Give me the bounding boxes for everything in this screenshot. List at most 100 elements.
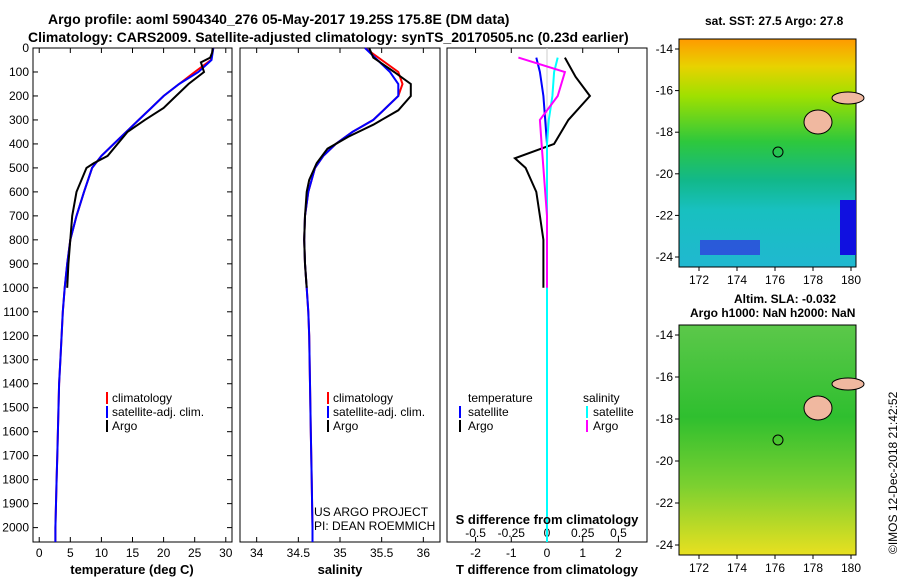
sst-map-cold-patch — [840, 200, 856, 255]
legend-label-satellite: satellite-adj. clim. — [333, 405, 425, 419]
sla-map-title-1: Altim. SLA: -0.032 — [734, 292, 837, 306]
depth-tick-label: 800 — [9, 233, 29, 247]
lon-tick-label: 180 — [841, 561, 861, 575]
temperature-legend: climatology satellite-adj. clim. Argo — [106, 391, 204, 433]
depth-tick-label: 500 — [9, 161, 29, 175]
island-viti-levu — [803, 395, 833, 421]
depth-tick-label: 200 — [9, 89, 29, 103]
series-line-s-argo — [518, 56, 567, 288]
salinity-plot-frame — [239, 47, 441, 543]
legend-heading-salinity: salinity — [583, 391, 620, 405]
depth-tick-label: 1100 — [3, 305, 29, 319]
argo-float-location — [772, 434, 784, 446]
x-tick-label: 35 — [333, 546, 347, 560]
depth-tick-label: 1000 — [2, 281, 29, 295]
lon-tick-label: 176 — [765, 273, 785, 287]
legend-label-s-satellite: satellite — [593, 405, 634, 419]
legend-label-s-argo: Argo — [593, 419, 619, 433]
top-x-tick-label: -0.5 — [465, 526, 486, 540]
sla-map-field — [678, 324, 857, 556]
depth-tick-label: 2000 — [2, 521, 29, 535]
lat-tick-label: -14 — [656, 328, 674, 342]
island-vanua-levu — [831, 91, 865, 105]
series-line-argo — [303, 47, 412, 288]
x-tick-label: -2 — [470, 546, 481, 560]
island-viti-levu — [803, 109, 833, 135]
sla-map-axes: -14 -16 -18 -20 -22 -24 172 174 176 178 180 — [656, 328, 862, 575]
sst-map-cold-patch — [700, 240, 760, 255]
imos-credit: ©IMOS 12-Dec-2018 21:42:52 — [886, 391, 900, 554]
x-tick-label: 15 — [126, 546, 140, 560]
lat-tick-label: -16 — [656, 370, 674, 384]
title-line-1: Argo profile: aoml 5904340_276 05-May-20… — [48, 11, 510, 27]
lon-tick-label: 172 — [689, 561, 709, 575]
island-vanua-levu — [831, 377, 865, 391]
credit-project: US ARGO PROJECT — [314, 505, 429, 519]
depth-tick-label: 600 — [9, 185, 29, 199]
sst-map — [678, 38, 865, 268]
x-tick-label: 10 — [95, 546, 109, 560]
salinity-plot: 34 34.5 35 35.5 36 — [250, 47, 431, 560]
x-tick-label: 34 — [250, 546, 264, 560]
legend-label-climatology: climatology — [112, 391, 172, 405]
lat-tick-label: -24 — [656, 538, 674, 552]
lat-tick-label: -16 — [656, 84, 674, 98]
salinity-legend: climatology satellite-adj. clim. Argo — [327, 391, 425, 433]
difference-x-label: T difference from climatology — [456, 562, 639, 577]
sla-map-title-2: Argo h1000: NaN h2000: NaN — [690, 306, 856, 320]
series-line-satellite-adj-clim- — [303, 47, 400, 542]
lat-tick-label: -24 — [656, 250, 674, 264]
depth-tick-label: 1600 — [2, 425, 29, 439]
lat-tick-label: -14 — [656, 42, 674, 56]
x-tick-label: 35.5 — [370, 546, 394, 560]
temperature-plot-frame — [32, 47, 233, 543]
series-line-s-satellite — [546, 57, 559, 542]
lon-tick-label: 176 — [765, 561, 785, 575]
depth-tick-label: 1500 — [2, 401, 29, 415]
depth-tick-label: 1700 — [2, 449, 29, 463]
lat-tick-label: -22 — [656, 496, 674, 510]
argo-float-location — [772, 146, 784, 158]
x-tick-label: 20 — [157, 546, 171, 560]
depth-tick-label: 400 — [9, 137, 29, 151]
lat-tick-label: -20 — [656, 167, 674, 181]
sla-map — [678, 324, 865, 556]
x-tick-label: 5 — [67, 546, 74, 560]
credit-pi: PI: DEAN ROEMMICH — [314, 519, 435, 533]
depth-tick-label: 1900 — [2, 497, 29, 511]
x-tick-label: 36 — [417, 546, 431, 560]
lat-tick-label: -22 — [656, 208, 674, 222]
lon-tick-label: 172 — [689, 273, 709, 287]
depth-tick-label: 700 — [9, 209, 29, 223]
legend-label-t-argo: Argo — [468, 419, 494, 433]
salinity-x-label: salinity — [318, 562, 364, 577]
legend-label-argo: Argo — [112, 419, 138, 433]
x-tick-label: 30 — [219, 546, 233, 560]
top-x-tick-label: 0.25 — [571, 526, 595, 540]
legend-label-climatology: climatology — [333, 391, 393, 405]
lat-tick-label: -18 — [656, 412, 674, 426]
legend-heading-temperature: temperature — [468, 391, 533, 405]
depth-tick-label: 1200 — [2, 329, 29, 343]
legend-label-satellite: satellite-adj. clim. — [112, 405, 204, 419]
sst-map-axes: -14 -16 -18 -20 -22 -24 172 174 176 178 180 — [656, 42, 862, 287]
depth-tick-label: 1400 — [2, 377, 29, 391]
depth-tick-label: 1300 — [2, 353, 29, 367]
difference-legend: temperature satellite Argo salinity sate… — [459, 391, 634, 433]
x-tick-label: 0 — [544, 546, 551, 560]
depth-tick-label: 300 — [9, 113, 29, 127]
temperature-plot: 0 5 10 15 20 25 30 — [33, 47, 233, 560]
lon-tick-label: 174 — [727, 273, 747, 287]
lat-tick-label: -20 — [656, 454, 674, 468]
depth-axis: 0 100 200 300 400 500 600 700 800 900 1000 1100 1200… — [2, 41, 29, 535]
difference-top-label: S difference from climatology — [456, 512, 640, 527]
series-line-argo — [66, 47, 214, 288]
lon-tick-label: 178 — [803, 273, 823, 287]
x-tick-label: 1 — [579, 546, 586, 560]
x-tick-label: 25 — [188, 546, 202, 560]
sst-map-title: sat. SST: 27.5 Argo: 27.8 — [705, 14, 844, 28]
depth-tick-label: 900 — [9, 257, 29, 271]
series-line-t-argo — [512, 57, 592, 288]
lon-tick-label: 178 — [803, 561, 823, 575]
